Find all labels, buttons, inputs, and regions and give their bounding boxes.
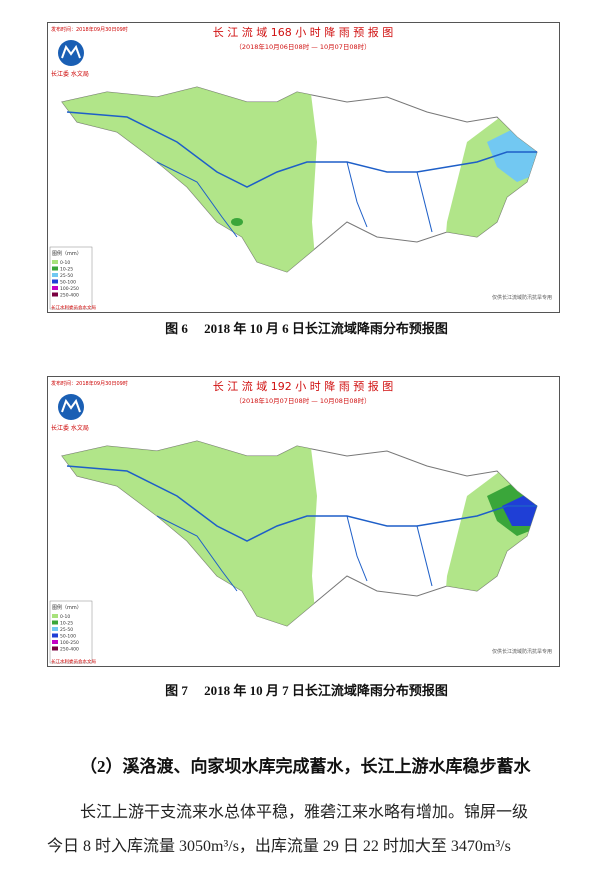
legend-label: 50-100 bbox=[60, 634, 76, 640]
river bbox=[66, 111, 537, 188]
legend-label: 100-250 bbox=[60, 640, 79, 646]
legend-label: 25-50 bbox=[60, 273, 73, 279]
rain-map: 发布时间：2018年09月30日09时 长 江 流 域 192 小 时 降 雨 预… bbox=[47, 376, 560, 667]
issue-time: 发布时间：2018年09月30日09时 bbox=[51, 26, 128, 33]
rain-area bbox=[231, 218, 243, 226]
rain-map: 发布时间：2018年09月30日09时 长 江 流 域 168 小 时 降 雨 预… bbox=[47, 22, 560, 313]
legend-label: 250-400 bbox=[60, 647, 79, 653]
figure-caption: 图 6 2018 年 10 月 6 日长江流域降雨分布预报图 bbox=[165, 321, 448, 336]
river bbox=[66, 465, 537, 542]
legend-swatch bbox=[52, 266, 58, 271]
legend-label: 100-250 bbox=[60, 286, 79, 292]
legend-swatch bbox=[52, 260, 58, 264]
legend-label: 25-50 bbox=[60, 627, 73, 633]
legend-swatch bbox=[52, 646, 58, 651]
date-range: （2018年10月06日08时 — 10月07日08时） bbox=[235, 42, 370, 51]
legend-swatch bbox=[52, 614, 58, 618]
legend-swatch bbox=[52, 292, 58, 297]
tributary bbox=[156, 161, 238, 238]
footer: 长江水利委员会水文局 bbox=[51, 304, 96, 311]
agency: 长江委 水文局 bbox=[51, 424, 89, 432]
legend-swatch bbox=[52, 279, 58, 284]
issue-time: 发布时间：2018年09月30日09时 bbox=[51, 380, 128, 387]
legend-swatch bbox=[52, 273, 58, 277]
tributary bbox=[156, 515, 238, 592]
legend-label: 50-100 bbox=[60, 280, 76, 286]
legend-label: 250-400 bbox=[60, 293, 79, 299]
section-heading: （2）溪洛渡、向家坝水库完成蓄水，长江上游水库稳步蓄水 bbox=[80, 757, 531, 776]
tributary bbox=[416, 525, 433, 587]
tributary bbox=[416, 171, 433, 233]
map-title: 长 江 流 域 168 小 时 降 雨 预 报 图 bbox=[213, 25, 393, 39]
legend-swatch bbox=[52, 627, 58, 631]
legend-title: 图例（mm） bbox=[52, 604, 82, 611]
legend-label: 10-25 bbox=[60, 267, 73, 273]
paragraph-line: 长江上游干支流来水总体平稳，雅砻江来水略有增加。锦屏一级 bbox=[80, 804, 529, 821]
note: 仅供长江流域防汛抗旱专用 bbox=[492, 294, 552, 301]
legend-label: 10-25 bbox=[60, 621, 73, 627]
legend-title: 图例（mm） bbox=[52, 250, 82, 257]
logo-mark bbox=[61, 44, 81, 59]
figure-caption: 图 7 2018 年 10 月 7 日长江流域降雨分布预报图 bbox=[165, 683, 448, 698]
date-range: （2018年10月07日08时 — 10月08日08时） bbox=[235, 396, 370, 405]
legend-swatch bbox=[52, 640, 58, 644]
tributary bbox=[346, 515, 368, 582]
legend-box bbox=[49, 246, 93, 310]
legend-box bbox=[49, 600, 93, 664]
legend-swatch bbox=[52, 633, 58, 638]
legend-swatch bbox=[52, 620, 58, 625]
note: 仅供长江流域防汛抗旱专用 bbox=[492, 648, 552, 655]
paragraph-line: 今日 8 时入库流量 3050m³/s，出库流量 29 日 22 时加大至 34… bbox=[47, 838, 511, 855]
legend-label: 0-10 bbox=[60, 260, 70, 266]
tributary bbox=[346, 161, 368, 228]
footer: 长江水利委员会水文局 bbox=[51, 658, 96, 665]
agency: 长江委 水文局 bbox=[51, 70, 89, 78]
legend-label: 0-10 bbox=[60, 614, 70, 620]
logo-mark bbox=[61, 398, 81, 413]
legend-swatch bbox=[52, 286, 58, 290]
map-title: 长 江 流 域 192 小 时 降 雨 预 报 图 bbox=[213, 379, 393, 393]
